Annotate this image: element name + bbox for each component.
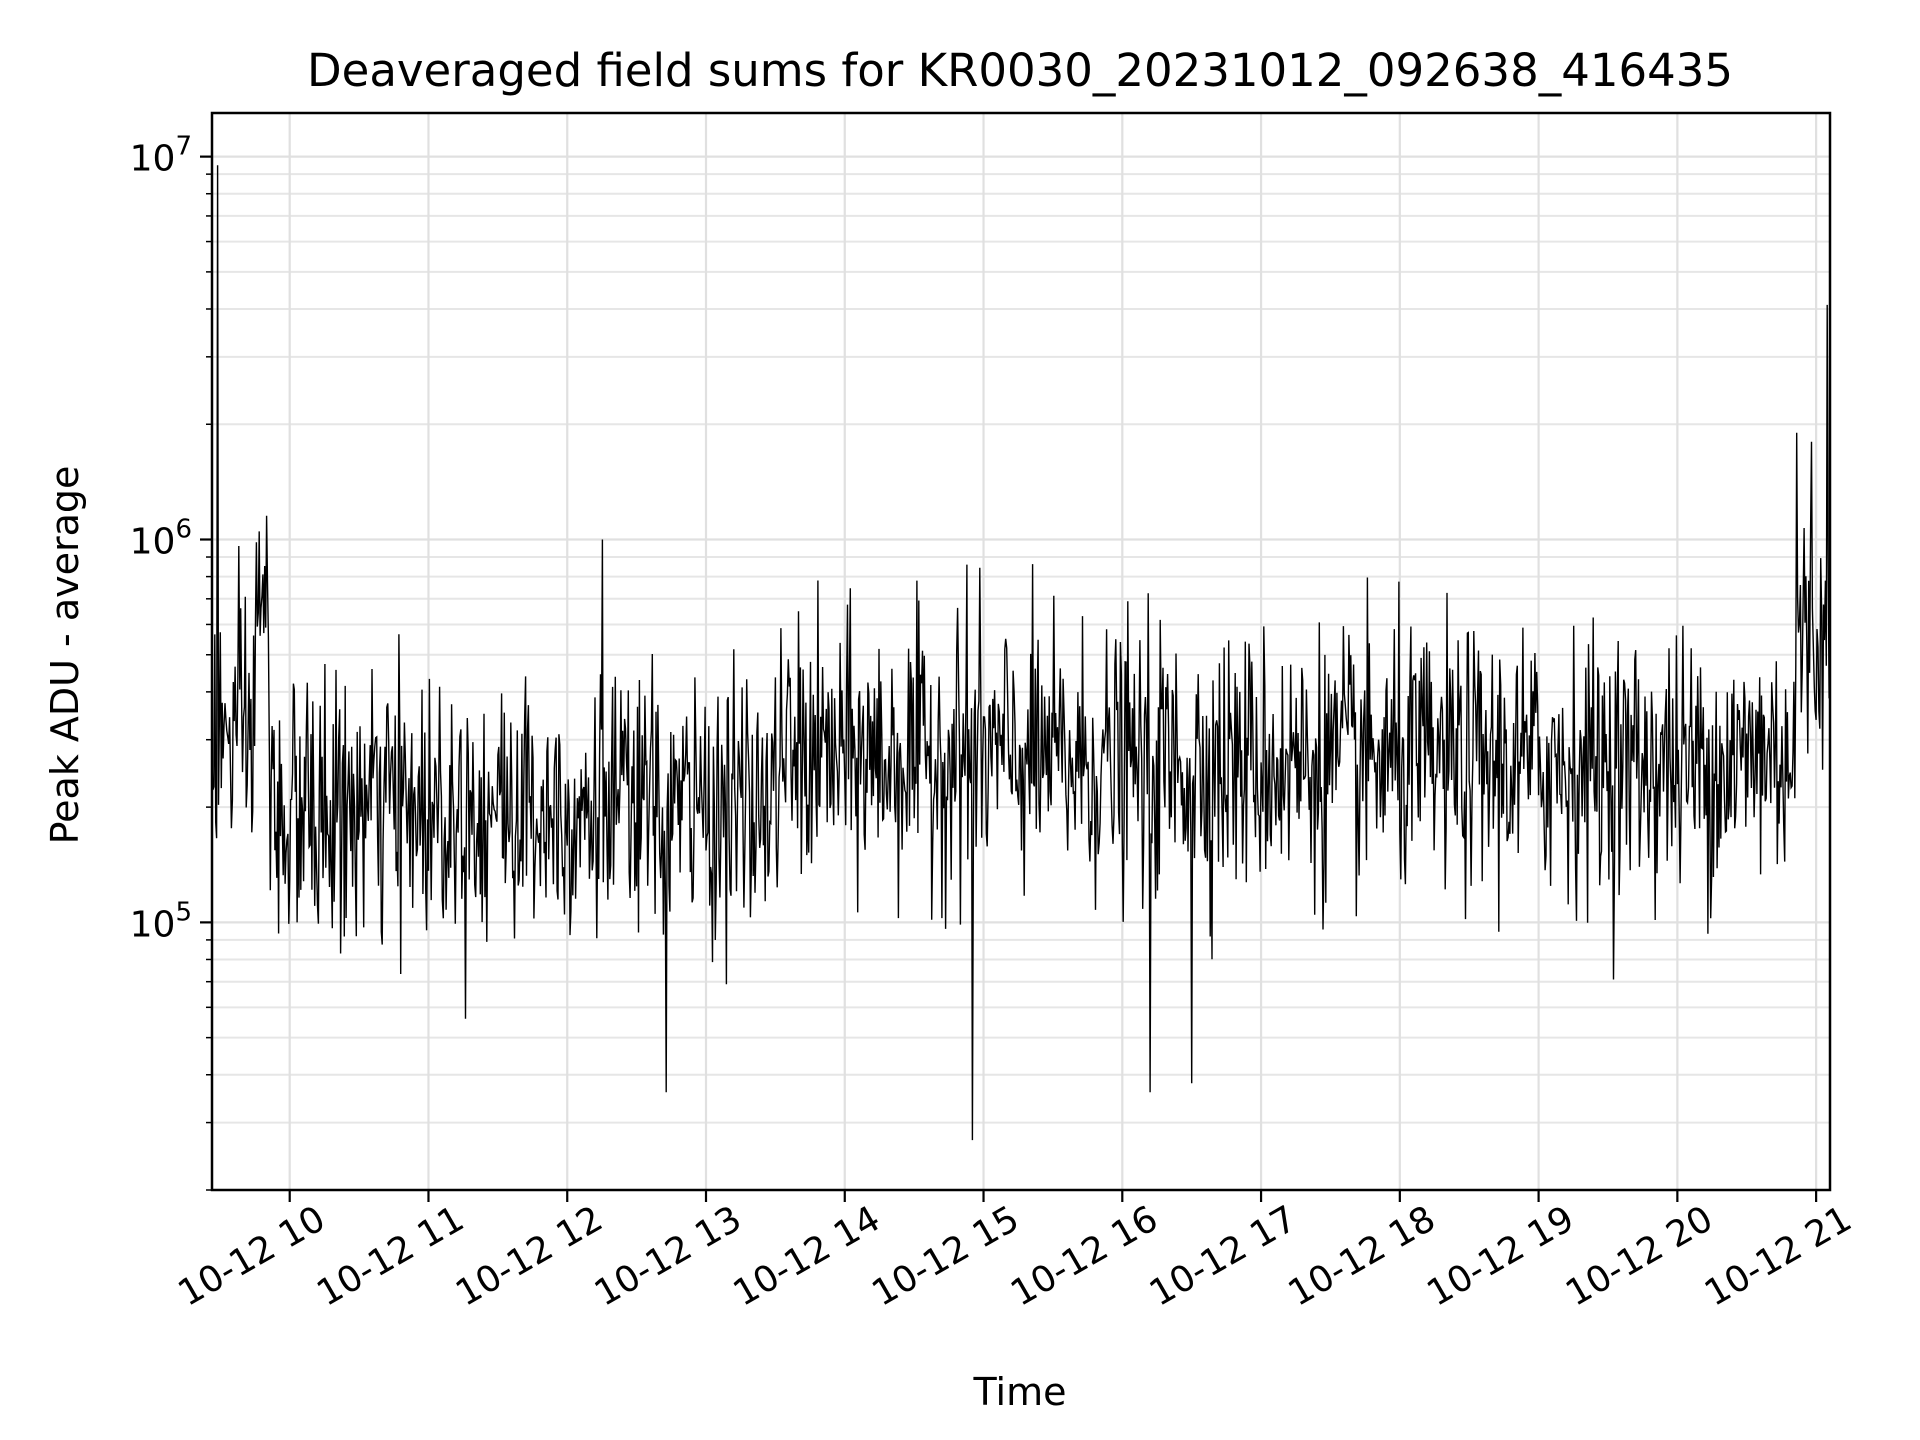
major-gridlines [212, 113, 1830, 1190]
y-tick-label: 105 [130, 897, 192, 945]
minor-gridlines [206, 173, 1830, 1191]
chart-title: Deaveraged field sums for KR0030_2023101… [307, 44, 1733, 97]
series-line [211, 165, 1830, 1141]
y-axis-ticks: 105 106 107 [130, 132, 212, 945]
plot-frame [210, 111, 1832, 1192]
y-axis-label: Peak ADU - average [43, 466, 87, 845]
y-tick-label: 106 [130, 515, 192, 563]
x-axis-label: Time [973, 1370, 1067, 1414]
y-tick-label: 107 [130, 132, 192, 180]
